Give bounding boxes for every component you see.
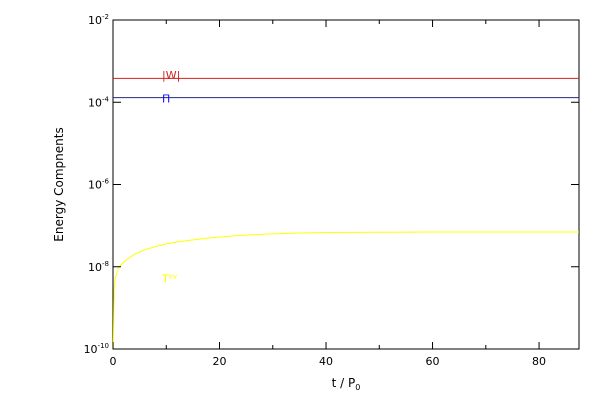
x-axis-label: t / P0: [332, 376, 361, 392]
series-label-superscript: ev: [169, 272, 177, 280]
series-label-text: |W|: [162, 69, 180, 82]
x-tick-label: 60: [426, 355, 440, 368]
y-tick-label: 10-4: [88, 95, 110, 109]
series-label-0: |W|: [162, 69, 180, 82]
x-axis-label-main: t / P: [332, 376, 356, 390]
y-axis-label: Energy Compnents: [52, 127, 66, 241]
y-tick-label: 10-8: [88, 260, 109, 274]
x-tick-label: 0: [110, 355, 117, 368]
series-label-text: T: [161, 272, 169, 285]
y-tick-exponent: -2: [102, 13, 109, 21]
y-tick-exponent: -4: [102, 95, 110, 103]
series-label-2: Tev: [161, 272, 177, 285]
x-tick-label: 20: [213, 355, 227, 368]
series-label-text: Π: [162, 92, 170, 105]
y-tick-label: 10-2: [88, 13, 109, 27]
series-layer: [112, 77, 579, 350]
y-tick-exponent: -8: [102, 260, 109, 268]
x-axis-label-sub: 0: [355, 383, 360, 392]
y-tick-exponent: -6: [102, 178, 110, 186]
y-tick-label: 10-10: [84, 342, 109, 356]
y-tick-label: 10-6: [88, 178, 110, 192]
series-labels: |W| Π Tev: [161, 69, 180, 285]
y-tick-base: 10: [88, 179, 102, 192]
y-tick-base: 10: [88, 261, 102, 274]
series-label-1: Π: [162, 92, 170, 105]
y-tick-base: 10: [84, 343, 98, 356]
y-tick-base: 10: [88, 14, 102, 27]
plot-frame: [112, 19, 580, 350]
series-line-2: [112, 231, 579, 350]
y-tick-base: 10: [88, 96, 102, 109]
y-tick-exponent: -10: [98, 342, 109, 350]
x-tick-label: 80: [532, 355, 546, 368]
x-tick-label: 40: [319, 355, 333, 368]
